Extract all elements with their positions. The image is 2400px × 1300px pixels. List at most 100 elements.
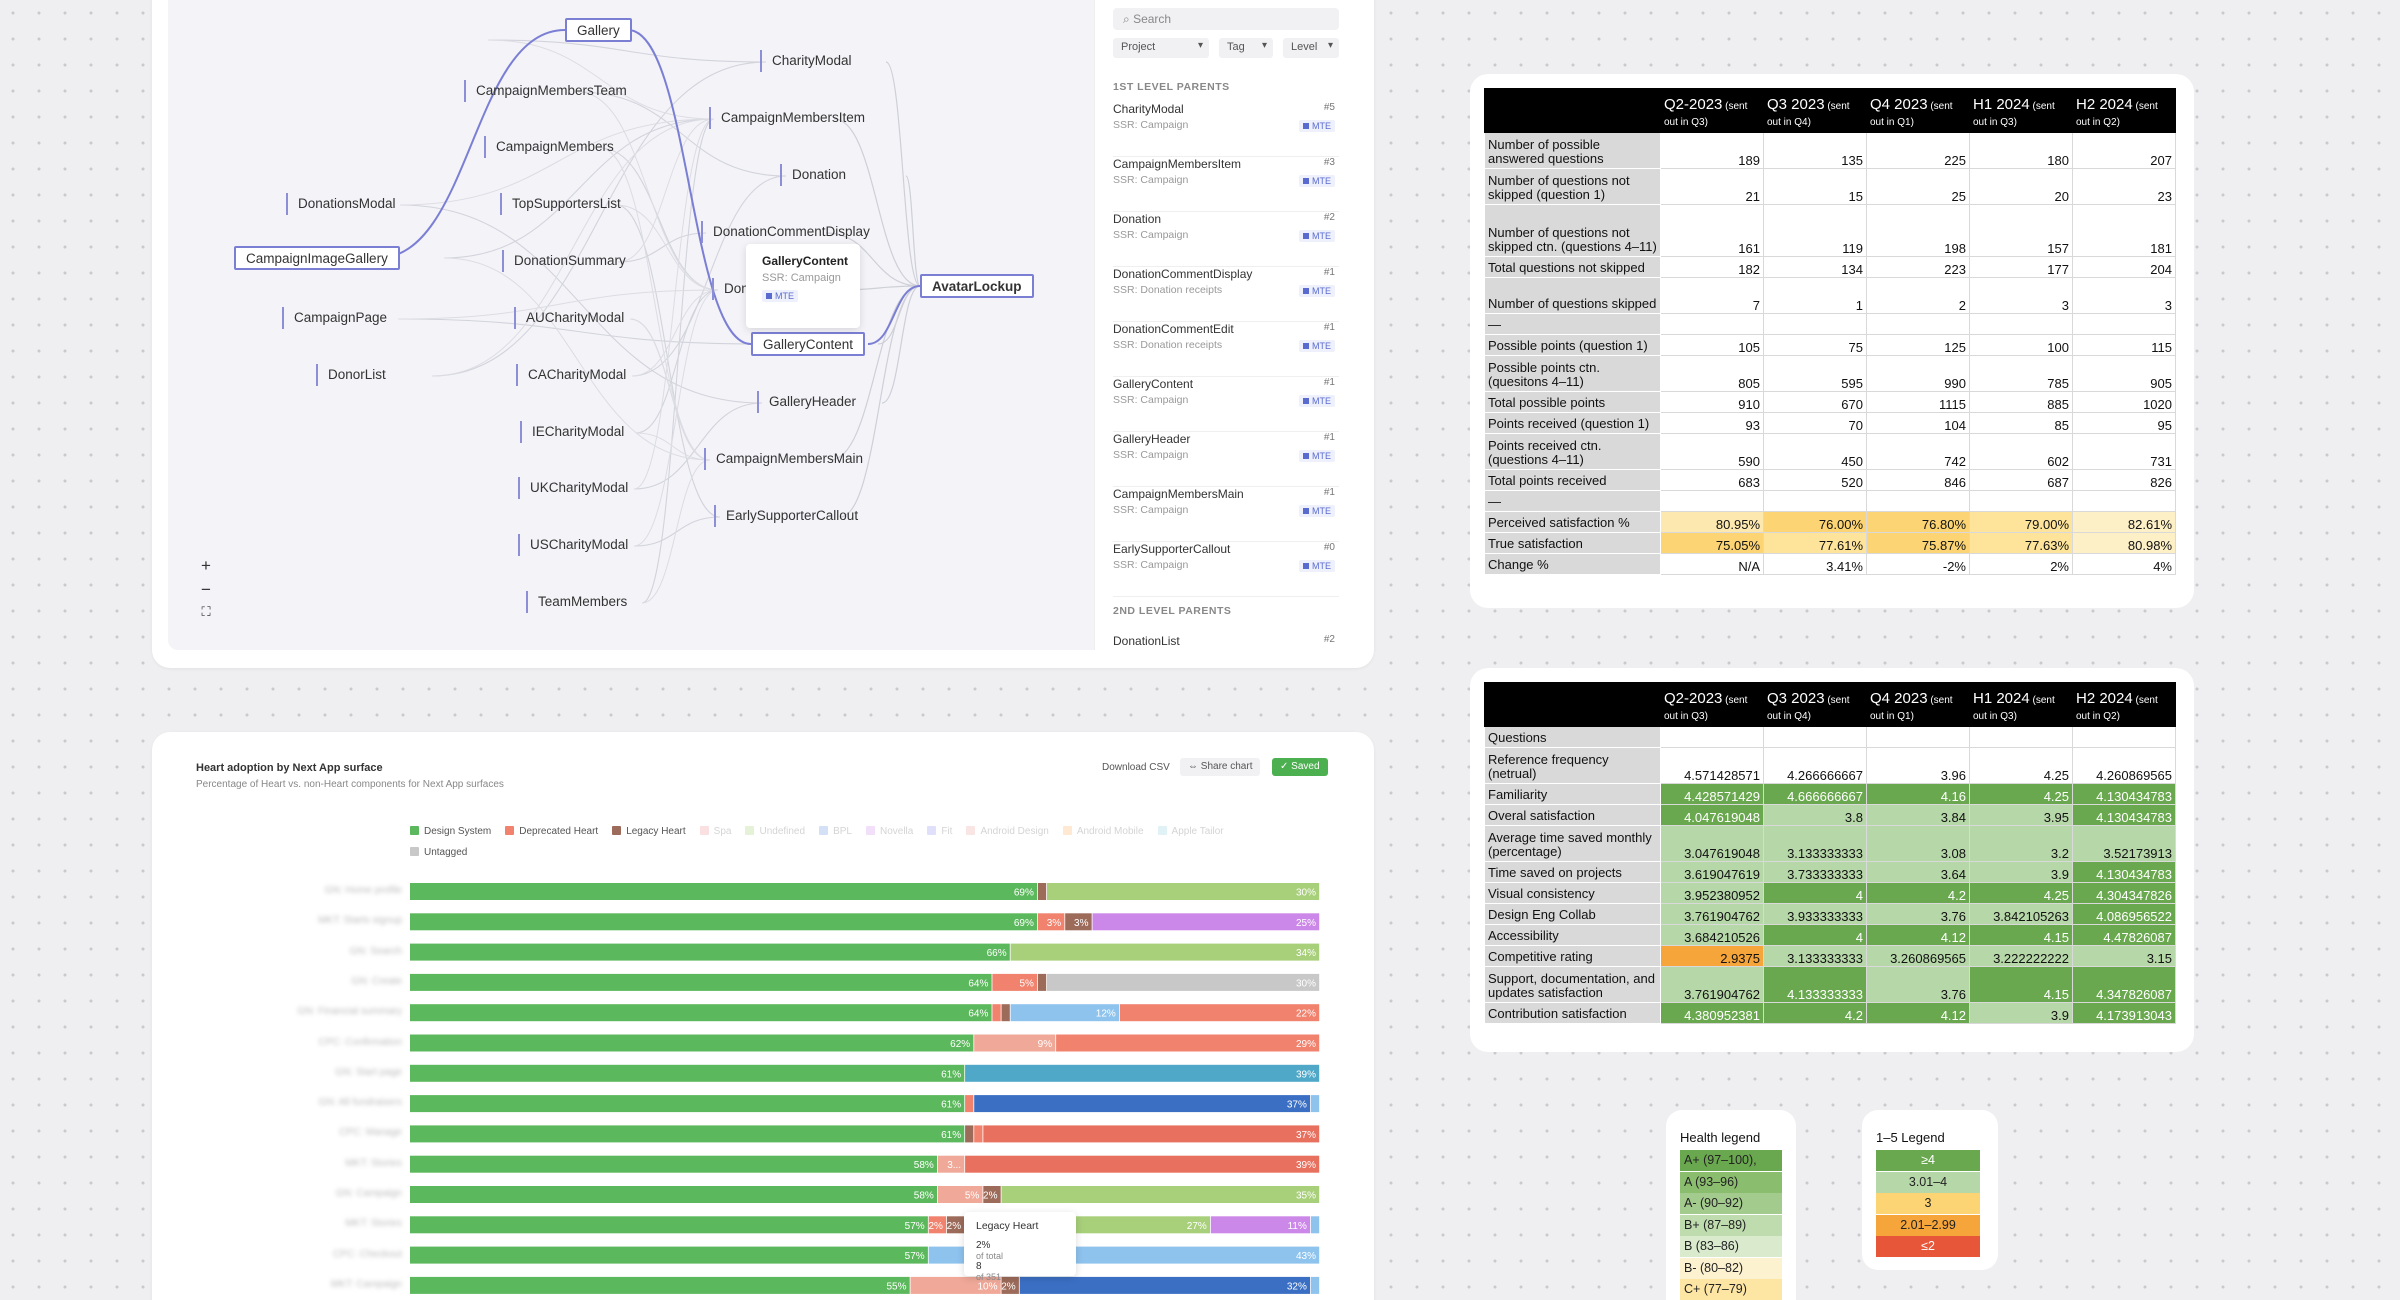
- legend-item[interactable]: Fit: [927, 826, 952, 837]
- bar-segment[interactable]: [992, 973, 1038, 991]
- legend-item[interactable]: Android Design: [966, 826, 1049, 837]
- fit-view-icon[interactable]: ⛶: [201, 604, 211, 619]
- parent-list-item[interactable]: DonationCommentDisplay SSR: Donation rece…: [1113, 267, 1339, 322]
- zoom-out-icon[interactable]: −: [201, 580, 211, 599]
- bar-segment[interactable]: [1210, 1216, 1311, 1234]
- legend-item[interactable]: Novella: [865, 826, 913, 837]
- bar-segment[interactable]: [1056, 1034, 1320, 1052]
- bar-segment[interactable]: [1310, 1276, 1320, 1294]
- zoom-in-icon[interactable]: +: [201, 556, 211, 575]
- parent-list-item[interactable]: Donation SSR: Campaign #2 MTE: [1113, 212, 1339, 267]
- bar-segment[interactable]: [1037, 913, 1065, 931]
- graph-node-donation-comment-display[interactable]: DonationCommentDisplay: [701, 221, 878, 243]
- graph-node-donor-list[interactable]: DonorList: [316, 364, 394, 386]
- legend-item[interactable]: Design System: [410, 826, 491, 837]
- parent-list-item[interactable]: CharityModal SSR: Campaign #5 MTE: [1113, 102, 1339, 157]
- bar-segment[interactable]: [410, 1155, 937, 1173]
- bar-segment[interactable]: [1310, 1216, 1320, 1234]
- bar-segment[interactable]: [983, 1186, 1001, 1203]
- bar-segment[interactable]: [937, 1155, 965, 1173]
- bar-segment[interactable]: [410, 973, 992, 991]
- graph-node-top-supporters-list[interactable]: TopSupportersList: [500, 193, 629, 215]
- bar-segment[interactable]: [1001, 1004, 1010, 1022]
- bar-segment[interactable]: [992, 1004, 1001, 1022]
- legend-item[interactable]: Undefined: [745, 826, 805, 837]
- bar-segment[interactable]: [974, 1034, 1056, 1052]
- bar-segment[interactable]: [1001, 1276, 1019, 1294]
- parent-list-item[interactable]: GalleryContent SSR: Campaign #1 MTE: [1113, 377, 1339, 432]
- graph-node-campaign-members-main[interactable]: CampaignMembersMain: [704, 448, 871, 470]
- share-chart-button[interactable]: ⇔ Share chart: [1180, 758, 1261, 776]
- saved-button[interactable]: ✓ Saved: [1272, 758, 1328, 776]
- graph-node-campaign-page[interactable]: CampaignPage: [282, 307, 395, 329]
- graph-node-ca-charity-modal[interactable]: CACharityModal: [516, 364, 634, 386]
- graph-node-donation-summary[interactable]: DonationSummary: [502, 250, 634, 272]
- graph-node-campaign-members-team[interactable]: CampaignMembersTeam: [464, 80, 635, 102]
- graph-node-early-supporter-callout[interactable]: EarlySupporterCallout: [714, 505, 866, 527]
- graph-node-campaign-members[interactable]: CampaignMembers: [484, 136, 622, 158]
- bar-segment[interactable]: [410, 1246, 928, 1264]
- graph-node-charity-modal[interactable]: CharityModal: [760, 50, 860, 72]
- bar-segment[interactable]: [937, 1186, 983, 1203]
- parent-list-item[interactable]: GalleryHeader SSR: Campaign #1 MTE: [1113, 432, 1339, 487]
- component-search-input[interactable]: ⌕ Search: [1113, 8, 1339, 30]
- graph-node-gallery[interactable]: Gallery: [565, 18, 632, 42]
- bar-segment[interactable]: [410, 1186, 937, 1203]
- bar-segment[interactable]: [1092, 913, 1320, 931]
- level-filter-select[interactable]: Level: [1283, 38, 1339, 58]
- bar-segment[interactable]: [1047, 883, 1320, 900]
- graph-node-us-charity-modal[interactable]: USCharityModal: [518, 534, 636, 556]
- bar-segment[interactable]: [1010, 1004, 1119, 1022]
- legend-item[interactable]: Apple Tailor: [1157, 826, 1224, 837]
- graph-node-avatar-lockup[interactable]: AvatarLockup: [920, 274, 1034, 298]
- bar-segment[interactable]: [1310, 1095, 1320, 1113]
- bar-segment[interactable]: [410, 1276, 910, 1294]
- bar-segment[interactable]: [410, 913, 1038, 931]
- graph-node-gallery-header[interactable]: GalleryHeader: [757, 391, 864, 413]
- graph-node-campaign-members-item[interactable]: CampaignMembersItem: [709, 107, 873, 129]
- legend-item[interactable]: Untagged: [410, 847, 467, 858]
- bar-segment[interactable]: [410, 943, 1010, 961]
- legend-item[interactable]: Legacy Heart: [612, 826, 686, 837]
- bar-segment[interactable]: [1065, 913, 1092, 931]
- graph-node-donations-modal[interactable]: DonationsModal: [286, 193, 404, 215]
- bar-segment[interactable]: [965, 1064, 1320, 1082]
- download-csv-button[interactable]: Download CSV: [1102, 762, 1170, 773]
- parent-list-item[interactable]: CampaignMembersItem SSR: Campaign #3 MTE: [1113, 157, 1339, 212]
- bar-segment[interactable]: [1010, 943, 1320, 961]
- parent-list-item[interactable]: DonationList #2: [1113, 634, 1339, 668]
- graph-node-gallery-content[interactable]: GalleryContent: [751, 332, 866, 356]
- legend-item[interactable]: BPL: [819, 826, 852, 837]
- bar-segment[interactable]: [983, 1125, 1320, 1143]
- project-filter-select[interactable]: Project: [1113, 38, 1209, 58]
- bar-segment[interactable]: [1037, 973, 1047, 991]
- bar-segment[interactable]: [965, 1095, 974, 1113]
- parent-list-item[interactable]: DonationCommentEdit SSR: Donation receipt…: [1113, 322, 1339, 377]
- bar-segment[interactable]: [974, 1125, 983, 1143]
- dependency-graph-canvas[interactable]: Gallery CampaignMembersTeam CampaignMemb…: [168, 0, 1094, 650]
- bar-segment[interactable]: [965, 1155, 1320, 1173]
- bar-segment[interactable]: [410, 1034, 974, 1052]
- parent-list-item[interactable]: EarlySupporterCallout SSR: Campaign #0 MTE: [1113, 542, 1339, 597]
- bar-segment[interactable]: [1047, 973, 1320, 991]
- bar-segment[interactable]: [910, 1276, 1001, 1294]
- bar-segment[interactable]: [1037, 883, 1047, 900]
- bar-segment[interactable]: [410, 1216, 928, 1234]
- bar-segment[interactable]: [410, 1125, 965, 1143]
- bar-segment[interactable]: [946, 1216, 965, 1234]
- legend-item[interactable]: Deprecated Heart: [505, 826, 598, 837]
- legend-item[interactable]: Spa: [699, 826, 731, 837]
- graph-node-au-charity-modal[interactable]: AUCharityModal: [514, 307, 632, 329]
- bar-segment[interactable]: [410, 883, 1038, 900]
- bar-segment[interactable]: [410, 1064, 965, 1082]
- bar-segment[interactable]: [1119, 1004, 1320, 1022]
- graph-node-donation[interactable]: Donation: [780, 164, 854, 186]
- legend-item[interactable]: Android Mobile: [1062, 826, 1144, 837]
- graph-node-uk-charity-modal[interactable]: UKCharityModal: [518, 477, 636, 499]
- parent-list-item[interactable]: CampaignMembersMain SSR: Campaign #1 MTE: [1113, 487, 1339, 542]
- tag-filter-select[interactable]: Tag: [1219, 38, 1273, 58]
- bar-segment[interactable]: [410, 1004, 992, 1022]
- bar-segment[interactable]: [1019, 1276, 1311, 1294]
- graph-node-ie-charity-modal[interactable]: IECharityModal: [520, 421, 632, 443]
- bar-segment[interactable]: [965, 1125, 974, 1143]
